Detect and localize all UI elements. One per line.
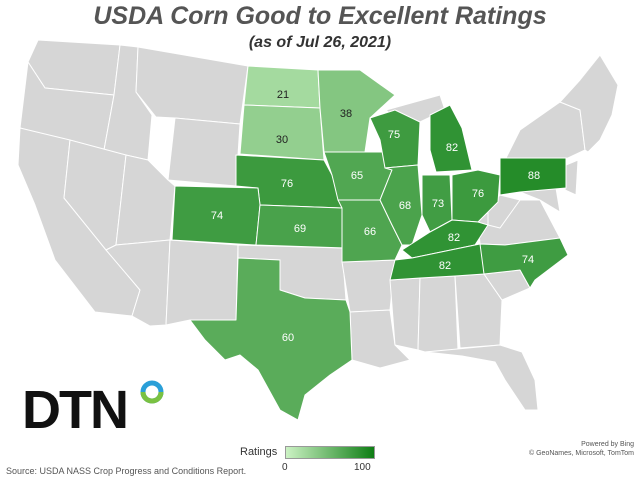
state-wy	[167, 117, 241, 187]
label-mo: 66	[364, 226, 376, 238]
attribution-powered-by: Powered by Bing	[581, 441, 634, 448]
dtn-circle-logo-icon	[140, 380, 164, 404]
label-ks: 69	[294, 223, 306, 235]
legend-title: Ratings	[240, 446, 278, 458]
map-title: USDA Corn Good to Excellent Ratings	[93, 2, 547, 30]
label-mi: 82	[446, 142, 458, 154]
label-ne: 76	[281, 178, 293, 190]
state-mt	[135, 46, 249, 125]
label-in: 73	[432, 198, 444, 210]
state-nm	[165, 239, 239, 326]
label-ky: 82	[448, 232, 460, 244]
source-note: Source: USDA NASS Crop Progress and Cond…	[6, 466, 247, 476]
state-tx	[189, 257, 353, 421]
map-attribution: Powered by Bing © GeoNames, Microsoft, T…	[529, 440, 634, 458]
label-tn: 82	[439, 260, 451, 272]
state-sd	[239, 104, 325, 161]
label-ia: 65	[351, 170, 363, 182]
state-ar	[341, 259, 396, 313]
state-al	[417, 275, 459, 353]
state-nj	[564, 159, 579, 196]
label-sd: 30	[276, 134, 288, 146]
state-mn	[317, 69, 396, 153]
state-value-labels: 21 30 38 76 74 69 60 65 66 75 68 82 73 7…	[211, 89, 540, 344]
logo-wordmark: DTN	[22, 380, 127, 438]
label-wi: 75	[388, 129, 400, 141]
dtn-logo: DTN	[22, 380, 164, 438]
label-il: 68	[399, 200, 411, 212]
map-subtitle: (as of Jul 26, 2021)	[248, 34, 392, 51]
state-mi	[429, 104, 473, 173]
attribution-copyright: © GeoNames, Microsoft, TomTom	[529, 450, 634, 457]
state-ny	[504, 101, 586, 163]
label-mn: 38	[340, 108, 352, 120]
legend-gradient-bar	[285, 446, 375, 459]
state-fl	[424, 344, 539, 411]
rated-states	[171, 65, 569, 421]
legend-max-label: 100	[354, 462, 371, 473]
label-pa: 88	[528, 170, 540, 182]
label-nc: 74	[522, 254, 534, 266]
label-oh: 76	[472, 188, 484, 200]
state-new-england	[559, 54, 619, 153]
state-pa	[499, 157, 567, 196]
state-ut	[115, 154, 176, 246]
state-nd	[243, 65, 321, 109]
label-tx: 60	[282, 332, 294, 344]
state-nc	[479, 237, 569, 289]
legend-min-label: 0	[282, 462, 288, 473]
state-ms	[389, 277, 421, 351]
state-il	[379, 164, 423, 246]
label-nd: 21	[277, 89, 289, 101]
label-co: 74	[211, 210, 223, 222]
no-data-states	[17, 39, 619, 411]
